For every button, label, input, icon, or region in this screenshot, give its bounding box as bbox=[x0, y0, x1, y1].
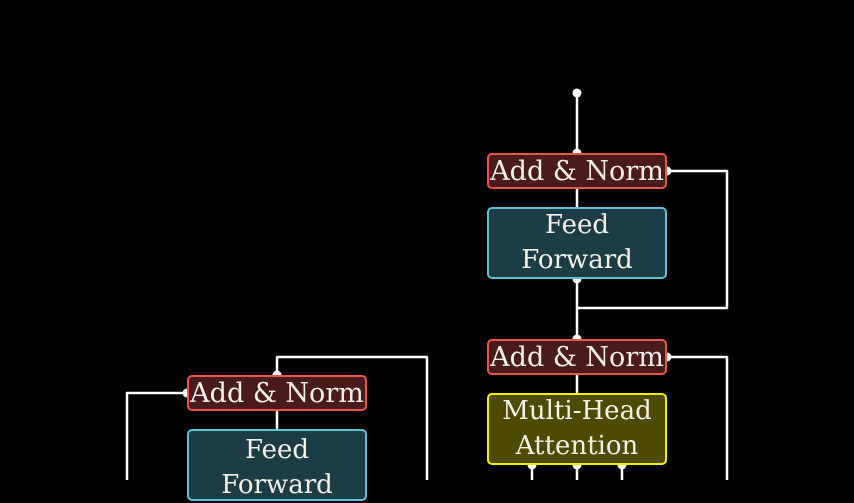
feed-forward-label-line1: Feed bbox=[244, 435, 310, 465]
feed-forward-label-line1: Feed bbox=[544, 210, 610, 240]
feed-forward-label-line2: Forward bbox=[221, 470, 333, 500]
add-norm-block-middle: Add & Norm bbox=[487, 339, 667, 375]
add-norm-label: Add & Norm bbox=[490, 155, 664, 187]
add-norm-block-top: Add & Norm bbox=[487, 153, 667, 189]
connector-dot bbox=[572, 88, 582, 98]
connector-lines bbox=[125, 88, 729, 480]
add-norm-label: Add & Norm bbox=[490, 341, 664, 373]
multi-head-attention-block: Multi-Head Attention bbox=[487, 393, 667, 465]
attention-label-line1: Multi-Head bbox=[502, 396, 652, 426]
add-norm-block-left: Add & Norm bbox=[187, 375, 367, 411]
left-residual-connector bbox=[125, 391, 187, 480]
attention-label-line2: Attention bbox=[515, 431, 639, 461]
feed-forward-block-right: Feed Forward bbox=[487, 207, 667, 279]
left-output-connector bbox=[275, 355, 429, 480]
feed-forward-block-left: Feed Forward bbox=[187, 429, 367, 501]
ff-residual-connector bbox=[577, 169, 729, 310]
feed-forward-label-line2: Forward bbox=[521, 245, 633, 275]
mha-residual-connector bbox=[667, 355, 729, 480]
add-norm-label: Add & Norm bbox=[190, 377, 364, 409]
